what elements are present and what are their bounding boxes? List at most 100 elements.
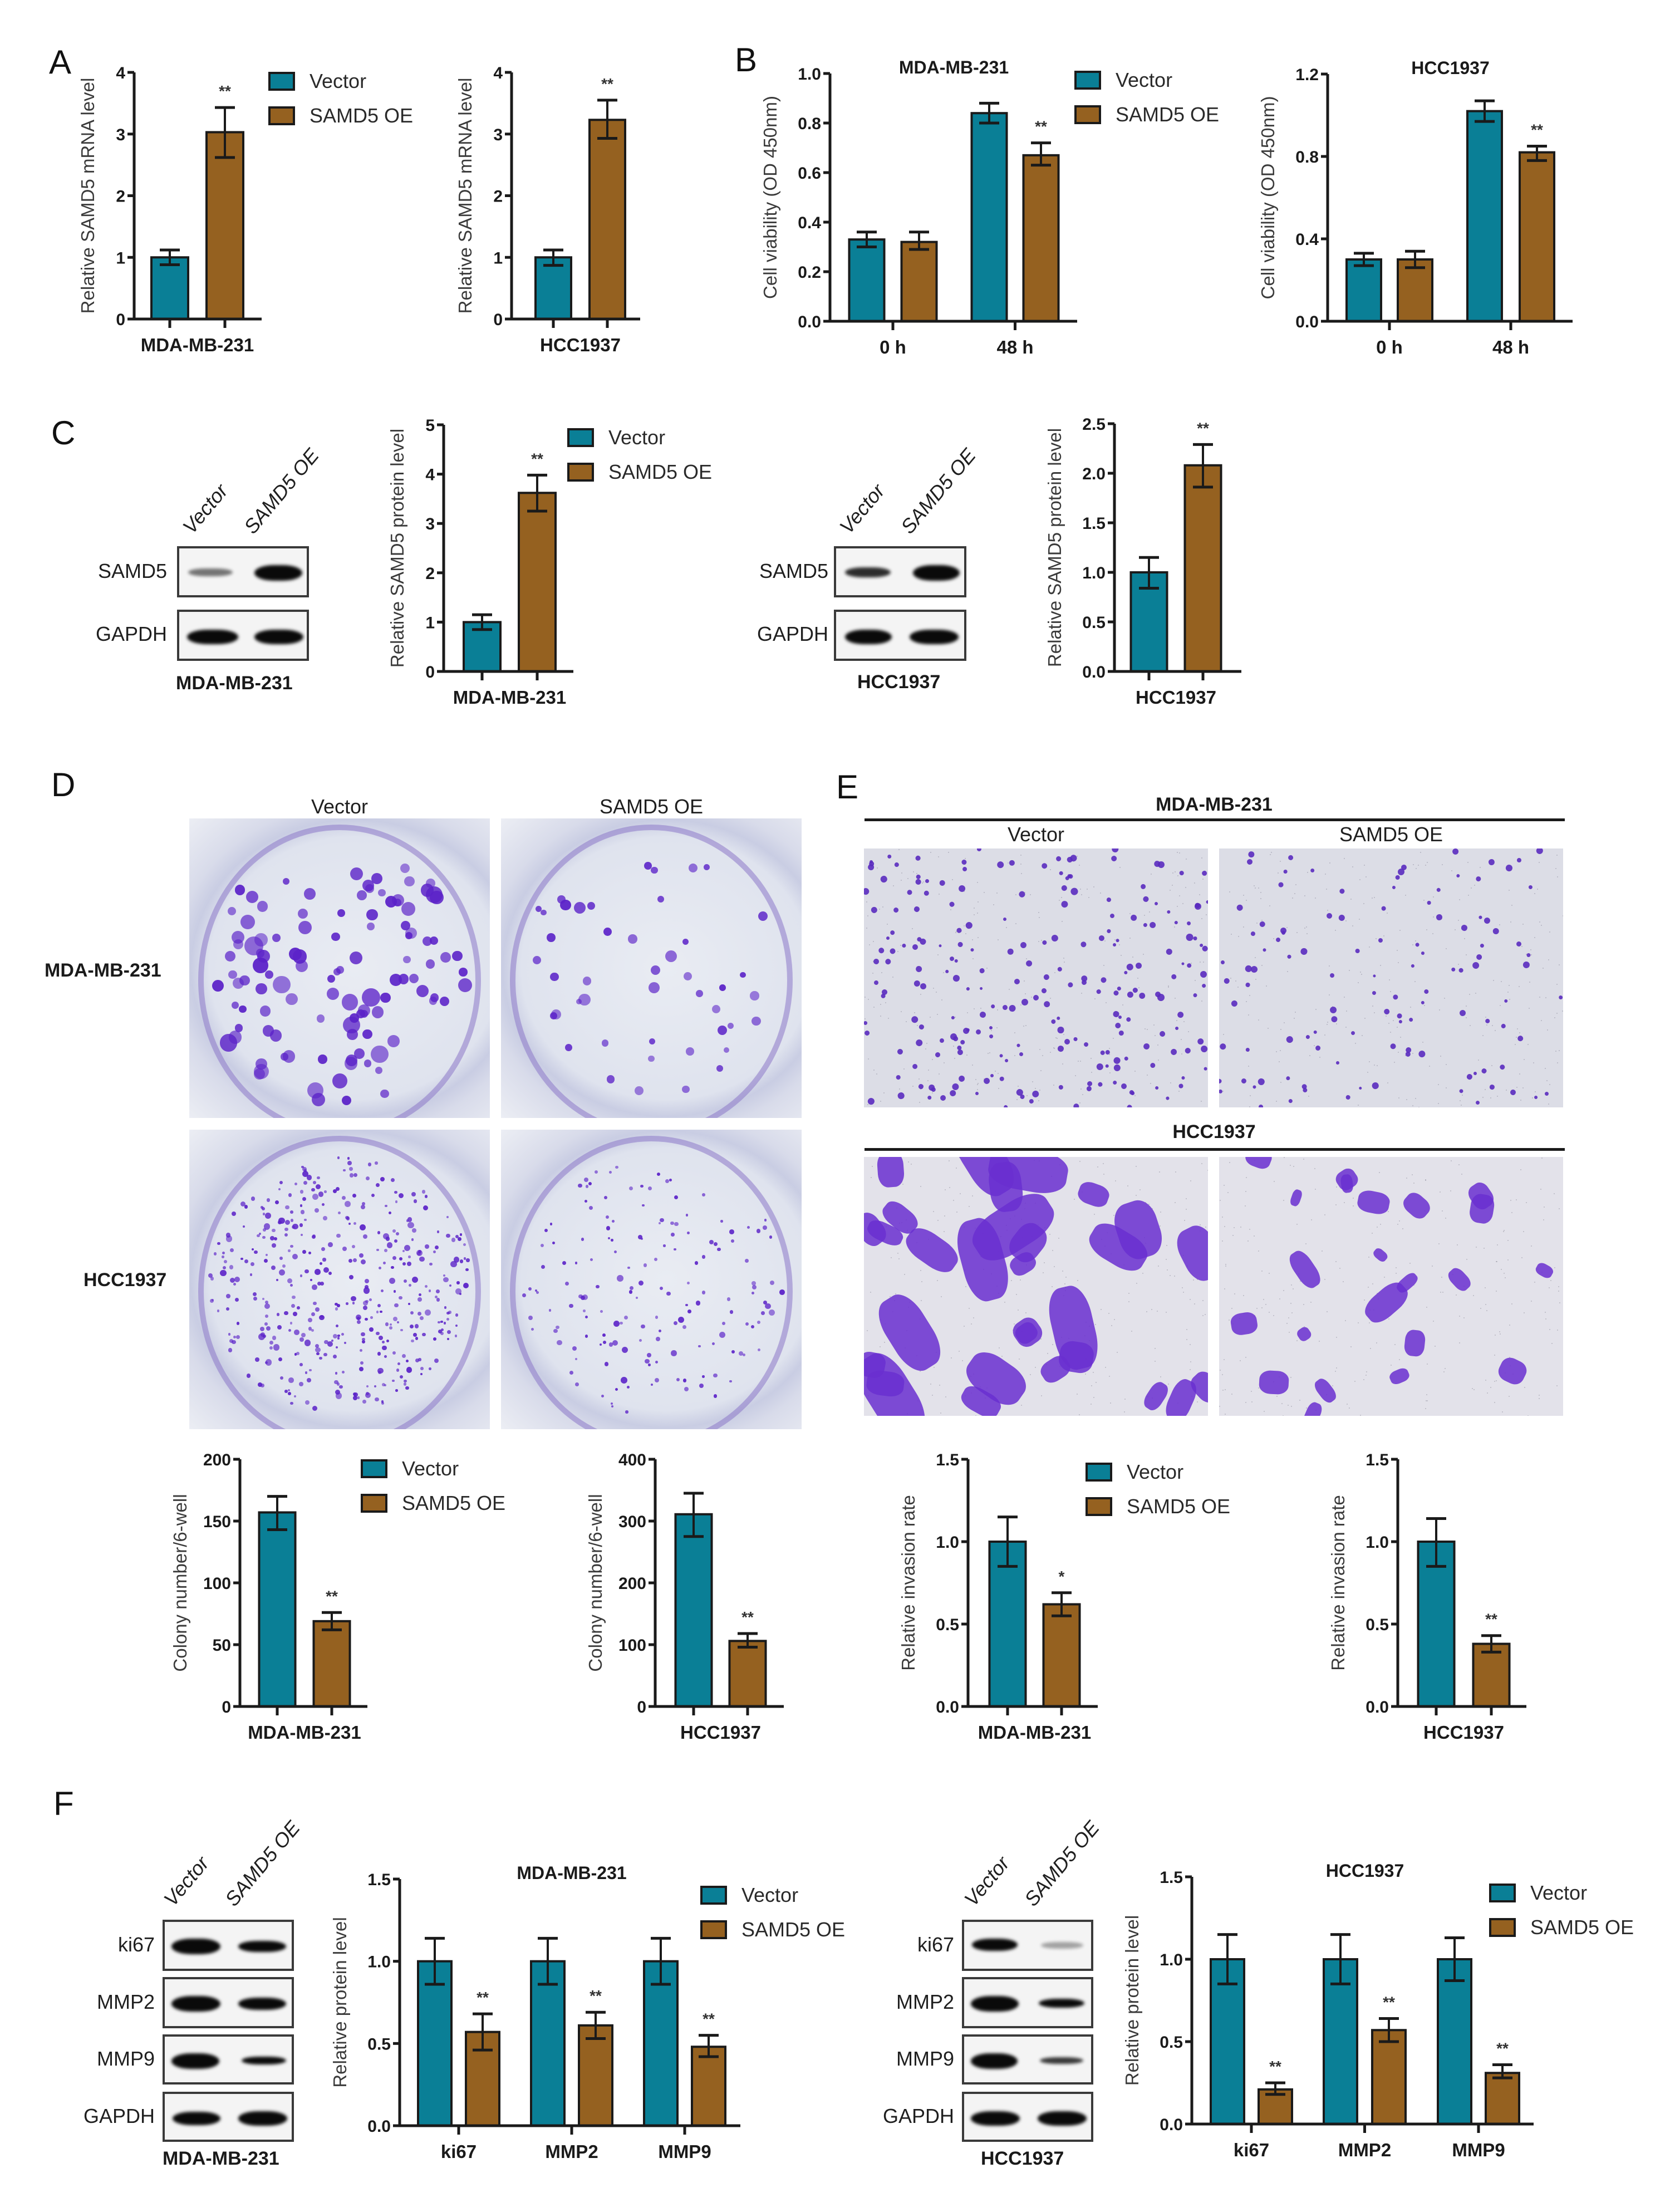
svg-text:100: 100	[203, 1575, 231, 1593]
svg-text:1.5: 1.5	[936, 1451, 959, 1469]
chart-legend: Vector SAMD5 OE	[1074, 66, 1219, 135]
bar-vector-mmp2	[530, 1960, 566, 2127]
blot-strip-ki67	[962, 1920, 1093, 1971]
transwell-image-hcc-vector	[864, 1157, 1208, 1416]
svg-text:MDA-MB-231: MDA-MB-231	[248, 1722, 361, 1743]
bar-samd5-oe-mmp2	[578, 2024, 613, 2127]
svg-text:HCC1937: HCC1937	[1136, 687, 1216, 708]
legend-swatch	[1074, 105, 1101, 124]
blot-cell-line-label: HCC1937	[857, 671, 941, 693]
chart-legend: Vector SAMD5 OE	[268, 67, 413, 136]
blot-strip-gapdh	[163, 2092, 294, 2142]
svg-text:0.6: 0.6	[798, 164, 821, 183]
svg-text:1: 1	[493, 249, 503, 267]
svg-text:MDA-MB-231: MDA-MB-231	[517, 1863, 626, 1883]
blot-row-label-ki67: ki67	[117, 1933, 155, 1956]
svg-text:3: 3	[116, 126, 125, 144]
group-divider-mda	[865, 818, 1565, 821]
blot-row-label-gapdh: GAPDH	[95, 622, 167, 645]
svg-text:MDA-MB-231: MDA-MB-231	[978, 1722, 1092, 1743]
bar-samd5-oe-mda-mb-231	[205, 131, 244, 321]
colony-plate-hcc-vector	[189, 1130, 490, 1429]
svg-text:1: 1	[116, 249, 125, 267]
svg-text:0 h: 0 h	[880, 337, 906, 357]
legend-swatch	[1086, 1497, 1112, 1516]
svg-text:3: 3	[425, 515, 435, 533]
lane-label-vector: Vector	[159, 1852, 214, 1911]
legend-swatch	[1489, 1884, 1516, 1902]
svg-text:0.5: 0.5	[367, 2035, 391, 2053]
lane-label-vector: Vector	[959, 1852, 1014, 1911]
legend-item: Vector	[361, 1454, 505, 1483]
bar-vector-0-h	[848, 238, 886, 322]
bar-vector-0-h	[1345, 258, 1382, 322]
svg-text:100: 100	[618, 1636, 646, 1655]
svg-text:300: 300	[618, 1513, 646, 1531]
chart-legend: Vector SAMD5 OE	[700, 1881, 845, 1950]
bar-samd5-oe-hcc1937	[728, 1640, 767, 1708]
svg-text:MMP9: MMP9	[658, 2141, 711, 2162]
colony-plate-mda-vector	[189, 818, 490, 1118]
svg-text:2: 2	[493, 188, 503, 206]
bar-vector-mda-mb-231	[258, 1511, 297, 1708]
blot-row-label-mmp9: MMP9	[96, 2047, 155, 2070]
svg-text:0.2: 0.2	[798, 263, 821, 282]
svg-text:2: 2	[116, 188, 125, 206]
svg-text:400: 400	[618, 1451, 646, 1469]
svg-text:1.0: 1.0	[1160, 1951, 1183, 1969]
svg-text:1.0: 1.0	[367, 1953, 391, 1971]
legend-swatch	[567, 428, 594, 447]
bar-vector-48-h	[970, 112, 1008, 322]
svg-text:Colony number/6-well: Colony number/6-well	[585, 1494, 606, 1671]
blot-row-label-mmp2: MMP2	[96, 1990, 155, 2013]
column-label-vector: Vector	[1007, 823, 1065, 846]
legend-item: Vector	[1086, 1458, 1230, 1487]
legend-item: SAMD5 OE	[1086, 1492, 1230, 1521]
svg-text:0.5: 0.5	[936, 1616, 959, 1634]
bar-samd5-oe-mmp2	[1371, 2029, 1407, 2126]
svg-text:MMP2: MMP2	[545, 2141, 598, 2162]
svg-text:0.0: 0.0	[1295, 313, 1319, 331]
svg-text:MDA-MB-231: MDA-MB-231	[899, 57, 1009, 77]
svg-text:Relative protein level: Relative protein level	[1122, 1915, 1142, 2086]
svg-text:Cell viability (OD 450nm): Cell viability (OD 450nm)	[760, 96, 780, 299]
legend-label: SAMD5 OE	[402, 1492, 506, 1514]
svg-text:48 h: 48 h	[996, 337, 1033, 357]
legend-label: Vector	[741, 1884, 799, 1906]
bar-samd5-oe-hcc1937	[588, 119, 626, 320]
svg-text:HCC1937: HCC1937	[680, 1722, 761, 1743]
svg-text:ki67: ki67	[1234, 2140, 1269, 2160]
legend-item: Vector	[567, 423, 712, 452]
lane-label-vector: Vector	[834, 479, 890, 538]
legend-item: SAMD5 OE	[1489, 1913, 1634, 1942]
column-label-samd5-oe: SAMD5 OE	[1339, 823, 1443, 846]
legend-item: Vector	[1074, 66, 1219, 95]
bar-vector-mda-mb-231	[988, 1541, 1027, 1708]
svg-text:0.0: 0.0	[367, 2117, 391, 2136]
blot-strip-mmp9	[962, 2034, 1093, 2085]
svg-text:MDA-MB-231: MDA-MB-231	[453, 687, 567, 708]
svg-text:HCC1937: HCC1937	[540, 335, 621, 355]
blot-row-label-ki67: ki67	[917, 1933, 954, 1956]
svg-text:0: 0	[493, 311, 503, 329]
group-title-mda: MDA-MB-231	[1156, 794, 1273, 815]
legend-swatch	[1489, 1918, 1516, 1937]
panel-letter-b: B	[735, 41, 758, 79]
svg-text:0.8: 0.8	[798, 115, 821, 133]
svg-text:ki67: ki67	[441, 2141, 477, 2162]
svg-text:Relative SAMD5 protein level: Relative SAMD5 protein level	[387, 429, 407, 668]
legend-swatch	[361, 1459, 387, 1478]
svg-text:150: 150	[203, 1513, 231, 1531]
bar-vector-mmp2	[1323, 1958, 1358, 2125]
bar-vector-ki67	[417, 1960, 453, 2127]
bar-samd5-oe-mmp9	[691, 2046, 726, 2127]
transwell-image-mda-vector	[864, 848, 1208, 1107]
svg-text:200: 200	[203, 1451, 231, 1469]
svg-text:0: 0	[425, 663, 435, 681]
svg-text:MMP2: MMP2	[1338, 2140, 1391, 2160]
legend-swatch	[268, 72, 295, 91]
bar-samd5-oe-mda-mb-231	[312, 1620, 351, 1708]
row-label-mda: MDA-MB-231	[45, 960, 161, 981]
svg-text:**: **	[219, 82, 231, 100]
